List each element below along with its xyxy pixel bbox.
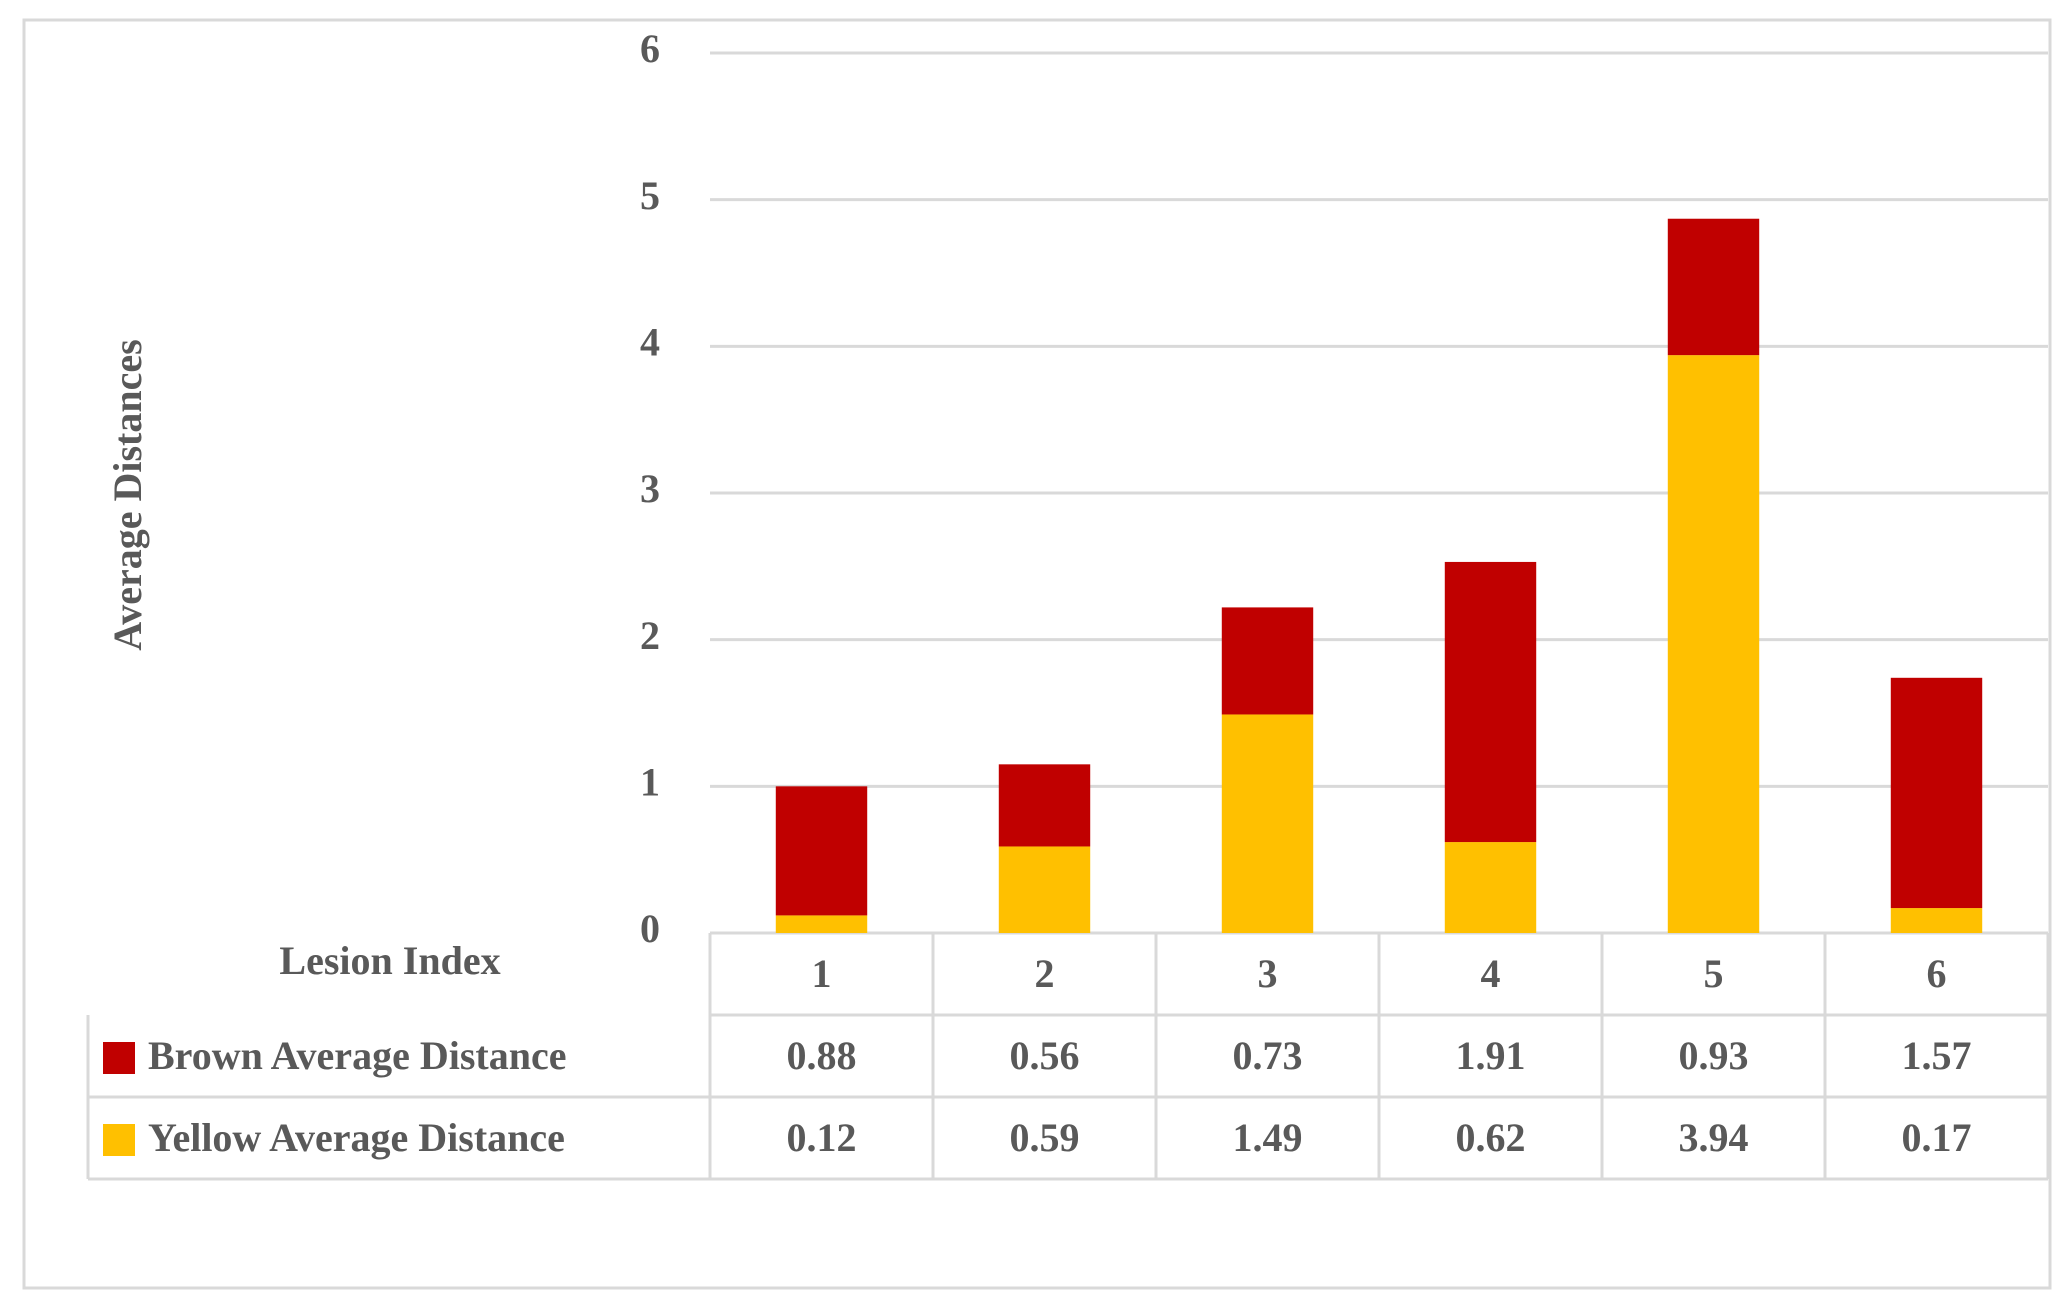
y-tick-label: 5	[640, 173, 660, 218]
legend-label: Yellow Average Distance	[148, 1115, 565, 1160]
y-tick-label: 1	[640, 760, 660, 805]
bar-segment	[775, 786, 868, 916]
table-value: 1.57	[1902, 1033, 1972, 1078]
bar-segment	[998, 846, 1091, 933]
y-tick-label: 0	[640, 906, 660, 951]
table-value: 0.17	[1902, 1115, 1972, 1160]
legend-swatch	[103, 1124, 135, 1156]
x-tick-label: 1	[812, 951, 832, 996]
bar-segment	[1667, 355, 1760, 934]
y-axis-title: Average Distances	[105, 339, 150, 650]
bar-segment	[1890, 677, 1983, 909]
table-value: 0.93	[1679, 1033, 1749, 1078]
table-value: 0.12	[787, 1115, 857, 1160]
x-axis-title: Lesion Index	[279, 938, 500, 983]
y-tick-label: 4	[640, 320, 660, 365]
x-tick-label: 4	[1481, 951, 1501, 996]
bar-segment	[1444, 561, 1537, 843]
x-tick-label: 6	[1927, 951, 1947, 996]
x-tick-label: 2	[1035, 951, 1055, 996]
table-value: 0.59	[1010, 1115, 1080, 1160]
bar-segment	[1221, 714, 1314, 933]
bar-segment	[775, 915, 868, 933]
bar-segment	[998, 764, 1091, 847]
table-value: 0.56	[1010, 1033, 1080, 1078]
y-tick-label: 2	[640, 613, 660, 658]
bar-segment	[1890, 908, 1983, 933]
bar-segment	[1444, 842, 1537, 933]
legend-swatch	[103, 1042, 135, 1074]
x-tick-label: 5	[1704, 951, 1724, 996]
table-value: 0.62	[1456, 1115, 1526, 1160]
table-value: 0.88	[787, 1033, 857, 1078]
y-tick-label: 3	[640, 466, 660, 511]
table-value: 3.94	[1679, 1115, 1749, 1160]
x-tick-label: 3	[1258, 951, 1278, 996]
legend-label: Brown Average Distance	[148, 1033, 566, 1078]
table-value: 1.91	[1456, 1033, 1526, 1078]
bar-segment	[1667, 218, 1760, 356]
y-tick-label: 6	[640, 26, 660, 71]
bar-segment	[1221, 607, 1314, 715]
table-value: 0.73	[1233, 1033, 1303, 1078]
table-value: 1.49	[1233, 1115, 1303, 1160]
